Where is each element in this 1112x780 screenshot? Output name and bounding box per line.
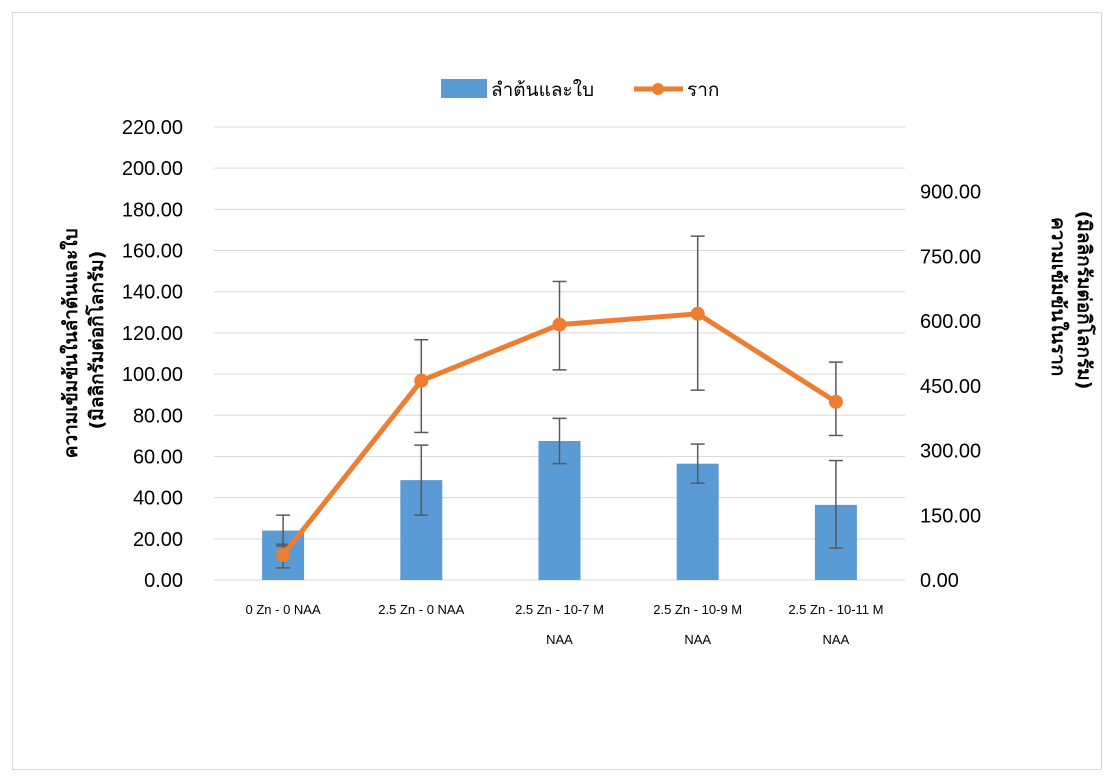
category-label: 2.5 Zn - 10-11 M	[788, 602, 883, 617]
left-tick-label: 100.00	[122, 364, 183, 386]
right-axis-ticks: 0.00 150.00 300.00 450.00 600.00 750.00 900.00	[920, 182, 981, 592]
bar-error-bar	[690, 443, 705, 484]
right-axis-title-line-2: (มิลลิกรัมต่อกิโลกรัม)	[1073, 211, 1096, 390]
legend-label-bar: ลำต้นและใบ	[491, 79, 594, 101]
left-tick-label: 80.00	[133, 405, 183, 427]
line-point	[276, 547, 291, 562]
line-point	[828, 394, 843, 409]
right-tick-label: 150.00	[920, 505, 981, 527]
line-series	[276, 306, 843, 562]
right-axis-title: ความเข้มข้นในราก (มิลลิกรัมต่อกิโลกรัม)	[1047, 211, 1096, 390]
left-tick-label: 140.00	[122, 282, 183, 304]
left-axis-title-line-2: (มิลลิกรัมต่อกิโลกรัม)	[85, 251, 108, 430]
line-point	[690, 306, 705, 321]
line-point	[414, 373, 429, 388]
legend-swatch-bar	[441, 79, 487, 98]
right-tick-label: 300.00	[920, 441, 981, 463]
right-tick-label: 900.00	[920, 182, 981, 204]
right-tick-label: 600.00	[920, 311, 981, 333]
left-axis-title-line-1: ความเข้มข้นในลำต้นและใบ	[59, 228, 82, 458]
left-tick-label: 180.00	[122, 199, 183, 221]
category-label: 2.5 Zn - 10-7 M	[515, 602, 604, 617]
bar-error-bars	[276, 417, 843, 549]
left-axis-title: ความเข้มข้นในลำต้นและใบ (มิลลิกรัมต่อกิโ…	[59, 222, 108, 459]
category-label: 2.5 Zn - 0 NAA	[378, 602, 464, 617]
chart-frame	[12, 12, 1102, 770]
left-tick-label: 120.00	[122, 323, 183, 345]
left-tick-label: 220.00	[122, 117, 183, 139]
right-tick-label: 0.00	[920, 570, 959, 592]
legend-swatch-marker	[652, 83, 664, 95]
left-tick-label: 0.00	[144, 570, 183, 592]
right-tick-label: 750.00	[920, 246, 981, 268]
bar-error-bar	[552, 417, 567, 465]
line-point	[552, 317, 567, 332]
category-labels: 0 Zn - 0 NAA 2.5 Zn - 0 NAA 2.5 Zn - 10-7 …	[246, 602, 884, 647]
category-label: NAA	[546, 632, 573, 647]
category-label: 2.5 Zn - 10-9 M	[653, 602, 742, 617]
right-tick-label: 450.00	[920, 376, 981, 398]
legend-label-line: ราก	[687, 79, 719, 101]
category-label: 0 Zn - 0 NAA	[246, 602, 321, 617]
legend: ลำต้นและใบ ราก	[441, 79, 719, 101]
left-tick-label: 60.00	[133, 446, 183, 468]
category-label: NAA	[823, 632, 850, 647]
right-axis-title-line-1: ความเข้มข้นในราก	[1047, 217, 1070, 376]
left-axis-ticks: 0.00 20.00 40.00 60.00 80.00 100.00 120.00 140.…	[122, 117, 183, 592]
left-tick-label: 20.00	[133, 529, 183, 551]
left-tick-label: 40.00	[133, 488, 183, 510]
bar-error-bar	[828, 459, 843, 549]
category-label: NAA	[684, 632, 711, 647]
left-tick-label: 200.00	[122, 158, 183, 180]
bar-error-bar	[414, 444, 429, 516]
left-tick-label: 160.00	[122, 241, 183, 263]
